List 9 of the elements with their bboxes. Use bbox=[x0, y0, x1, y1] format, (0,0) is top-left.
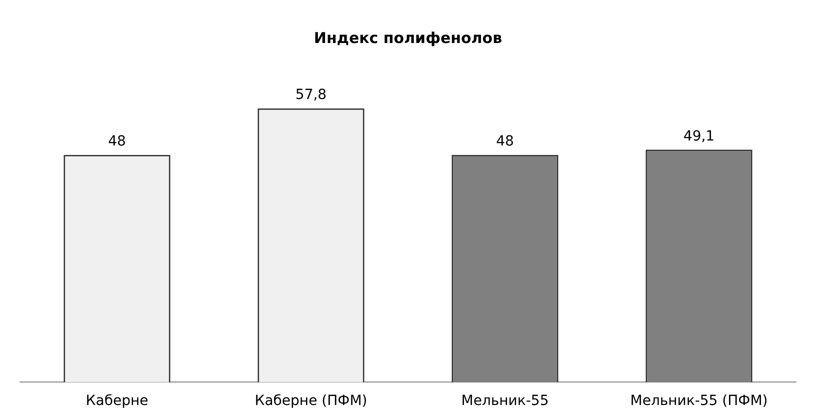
data-label: 48 bbox=[496, 133, 514, 150]
x-tick-label: Мельник-55 (ПФМ) bbox=[630, 393, 768, 410]
data-label: 57,8 bbox=[295, 87, 327, 104]
data-label: 48 bbox=[108, 133, 126, 150]
x-tick-label: Каберне bbox=[86, 393, 148, 410]
x-tick-label: Мельник-55 bbox=[461, 393, 549, 410]
data-label: 49,1 bbox=[683, 128, 715, 144]
x-tick-label: Каберне (ПФМ) bbox=[254, 393, 368, 410]
chart-title: Индекс полифенолов bbox=[314, 28, 502, 47]
